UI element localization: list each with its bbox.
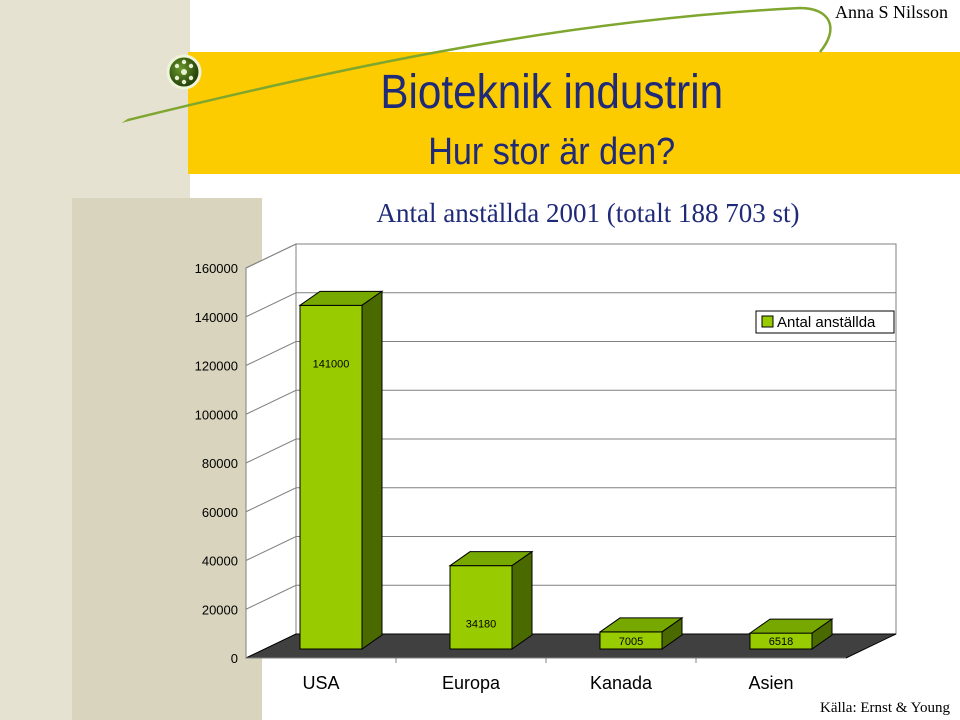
gridline xyxy=(245,341,896,366)
orb-logo-icon xyxy=(166,54,202,90)
gridline xyxy=(245,292,896,318)
data-label: 141000 xyxy=(313,358,350,370)
y-tick-label: 40000 xyxy=(202,554,238,569)
gridline xyxy=(245,243,896,269)
legend-box xyxy=(755,310,895,334)
gridline xyxy=(245,389,896,415)
legend: Antal anställda xyxy=(755,310,895,334)
page-title: Bioteknik industrin xyxy=(380,64,723,118)
bar xyxy=(449,565,513,650)
legend-swatch xyxy=(761,315,774,328)
gridline xyxy=(245,536,896,561)
legend-label: Antal anställda xyxy=(777,314,876,331)
page-subtitle: Hur stor är den? xyxy=(428,129,675,172)
y-tick-label: 160000 xyxy=(195,261,238,276)
gridline xyxy=(245,487,896,513)
left-panel-inner xyxy=(72,198,262,720)
bar-side xyxy=(511,550,533,650)
bar-side xyxy=(811,618,833,650)
chart-title: Antal anställda 2001 (totalt 188 703 st) xyxy=(377,198,800,228)
x-tick-label: Asien xyxy=(748,673,793,693)
bar xyxy=(299,304,363,650)
bar-chart: 0 20000 40000 60000 80000 100000 120000 140000 1… xyxy=(195,243,897,693)
x-tick-label: USA xyxy=(302,673,339,693)
bar-side xyxy=(661,616,683,650)
swoosh-line xyxy=(119,6,832,124)
x-tick-label: Kanada xyxy=(590,673,653,693)
y-tick-label: 140000 xyxy=(195,310,238,325)
y-tick-label: 60000 xyxy=(202,505,238,520)
x-tick-label: Europa xyxy=(442,673,501,693)
y-tick-label: 80000 xyxy=(202,456,238,471)
y-tick-label: 0 xyxy=(231,651,238,666)
data-label: 7005 xyxy=(619,636,643,648)
data-label: 6518 xyxy=(769,636,793,648)
title-banner xyxy=(188,52,960,174)
y-tick-label: 20000 xyxy=(202,602,238,617)
y-tick-label: 120000 xyxy=(195,359,238,374)
source-note: Källa: Ernst & Young xyxy=(820,700,951,716)
y-tick-label: 100000 xyxy=(195,407,238,422)
data-label: 34180 xyxy=(466,619,497,631)
gridline xyxy=(245,438,896,464)
bar-side xyxy=(361,290,383,650)
author-name: Anna S Nilsson xyxy=(835,2,948,22)
gridline xyxy=(245,584,896,610)
